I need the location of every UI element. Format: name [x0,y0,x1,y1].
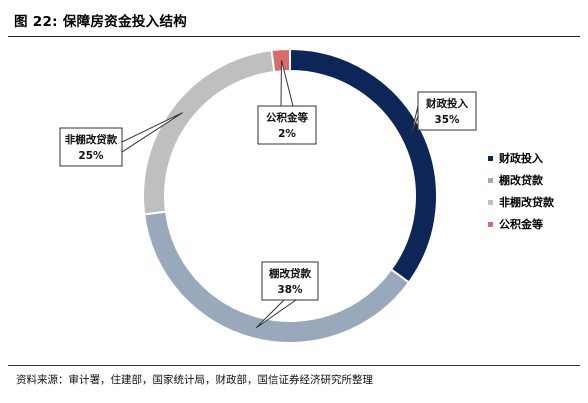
callout-0: 财政投入 35% [410,91,477,135]
title-divider [8,36,580,37]
donut-slice-0 [289,47,438,284]
callout-label-0: 财政投入 [425,97,468,110]
callout-value-3: 2% [278,128,296,140]
callout-3: 公积金等 2% [257,60,317,145]
callout-value-2: 25% [78,150,104,162]
callout-box-3 [257,105,317,145]
chart-legend: 财政投入 棚改贷款 非棚改贷款 公积金等 [488,147,554,235]
callout-label-1: 棚改贷款 [269,267,311,280]
callout-label-2: 非棚改贷款 [65,133,118,146]
chart-title: 图 22: 保障房资金投入结构 [14,14,188,30]
legend-label-fiscal: 财政投入 [499,152,543,165]
legend-swatch-fiscal [488,155,493,161]
donut-slice-2 [142,49,276,216]
legend-label-provident-fund: 公积金等 [499,218,543,231]
legend-item-shantytown-loans: 棚改贷款 [488,169,554,191]
callout-value-1: 38% [277,284,303,296]
callout-1: 棚改贷款 38% [255,261,319,329]
source-divider [8,365,580,366]
callout-label-3: 公积金等 [266,111,308,124]
legend-item-fiscal: 财政投入 [488,147,554,169]
callout-pointer-0 [410,105,419,135]
callout-box-2 [59,127,123,167]
legend-item-non-shantytown-loans: 非棚改贷款 [488,191,554,213]
callout-pointer-1 [255,299,297,329]
legend-swatch-non-shantytown-loans [488,199,493,205]
callout-pointer-3 [280,60,294,107]
callout-2: 非棚改贷款 25% [59,112,183,167]
callout-box-0 [417,91,477,131]
legend-label-non-shantytown-loans: 非棚改贷款 [499,196,554,209]
callout-pointer-2 [121,112,183,153]
legend-item-provident-fund: 公积金等 [488,213,554,235]
legend-swatch-shantytown-loans [488,177,493,183]
legend-label-shantytown-loans: 棚改贷款 [499,174,543,187]
callout-box-1 [261,261,319,301]
legend-swatch-provident-fund [488,221,493,227]
donut-slice-3 [270,47,291,74]
source-note: 资料来源：审计署，住建部，国家统计局，财政部，国信证券经济研究所整理 [16,374,373,386]
callout-value-0: 35% [434,114,460,126]
